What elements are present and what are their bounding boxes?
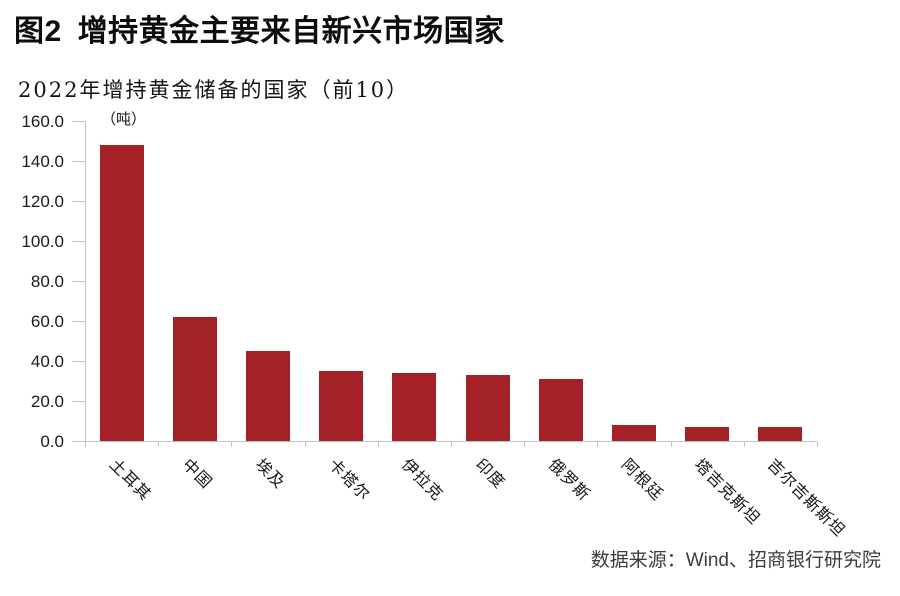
y-axis-tick [72, 161, 85, 162]
x-axis [85, 441, 817, 442]
x-category-label: 卡塔尔 [324, 454, 375, 505]
y-axis-tick [72, 201, 85, 202]
bar-10 [758, 427, 802, 441]
x-category-label: 土耳其 [105, 454, 155, 505]
bar-4 [319, 371, 363, 441]
x-category-label: 印度 [471, 454, 509, 493]
y-axis-unit-label: （吨） [101, 110, 147, 128]
y-axis-tick [72, 121, 85, 122]
x-axis-tick [524, 442, 525, 447]
x-category-label: 埃及 [251, 454, 290, 493]
x-category-label: 俄罗斯 [544, 454, 595, 505]
bar-1 [100, 145, 144, 441]
y-tick-label: 80.0 [30, 272, 64, 291]
y-tick-label: 20.0 [30, 392, 64, 411]
y-tick-label: 40.0 [30, 352, 64, 371]
bar-2 [173, 317, 217, 441]
x-axis-tick [817, 442, 818, 447]
x-category-label: 塔吉克斯坦 [690, 454, 765, 529]
x-axis-tick [597, 442, 598, 447]
y-tick-label: 140.0 [21, 152, 64, 171]
y-axis-tick [72, 441, 85, 442]
y-tick-label: 160.0 [21, 112, 64, 131]
y-tick-label: 60.0 [30, 312, 64, 331]
x-axis-tick [451, 442, 452, 447]
x-category-label: 中国 [178, 454, 217, 493]
x-axis-tick [85, 442, 86, 447]
y-axis-tick [72, 281, 85, 282]
x-category-label: 伊拉克 [398, 454, 448, 505]
x-axis-tick [305, 442, 306, 447]
bar-8 [612, 425, 656, 441]
y-axis-tick [72, 241, 85, 242]
bar-3 [246, 351, 290, 441]
x-axis-tick [378, 442, 379, 447]
x-axis-tick [231, 442, 232, 447]
y-axis-tick [72, 401, 85, 402]
x-category-label: 吉尔吉斯斯坦 [764, 454, 850, 541]
y-axis-tick [72, 361, 85, 362]
bar-7 [539, 379, 583, 441]
y-tick-label: 0.0 [40, 432, 64, 451]
figure-label: 图2 [14, 15, 62, 48]
y-tick-label: 100.0 [21, 232, 64, 251]
x-axis-tick [744, 442, 745, 447]
y-tick-label: 120.0 [21, 192, 64, 211]
bar-6 [466, 375, 510, 441]
bar-5 [392, 373, 436, 441]
chart-title: 2022年增持黄金储备的国家（前10） [18, 78, 410, 102]
figure-title: 图2 增持黄金主要来自新兴市场国家 [14, 6, 505, 50]
y-axis-tick [72, 321, 85, 322]
data-source: 数据来源：Wind、招商银行研究院 [590, 550, 881, 571]
x-axis-tick [158, 442, 159, 447]
bar-9 [685, 427, 729, 441]
x-category-label: 阿根廷 [617, 454, 668, 505]
figure-title-text: 增持黄金主要来自新兴市场国家 [77, 15, 505, 48]
x-axis-tick [671, 442, 672, 447]
y-axis [85, 121, 86, 442]
